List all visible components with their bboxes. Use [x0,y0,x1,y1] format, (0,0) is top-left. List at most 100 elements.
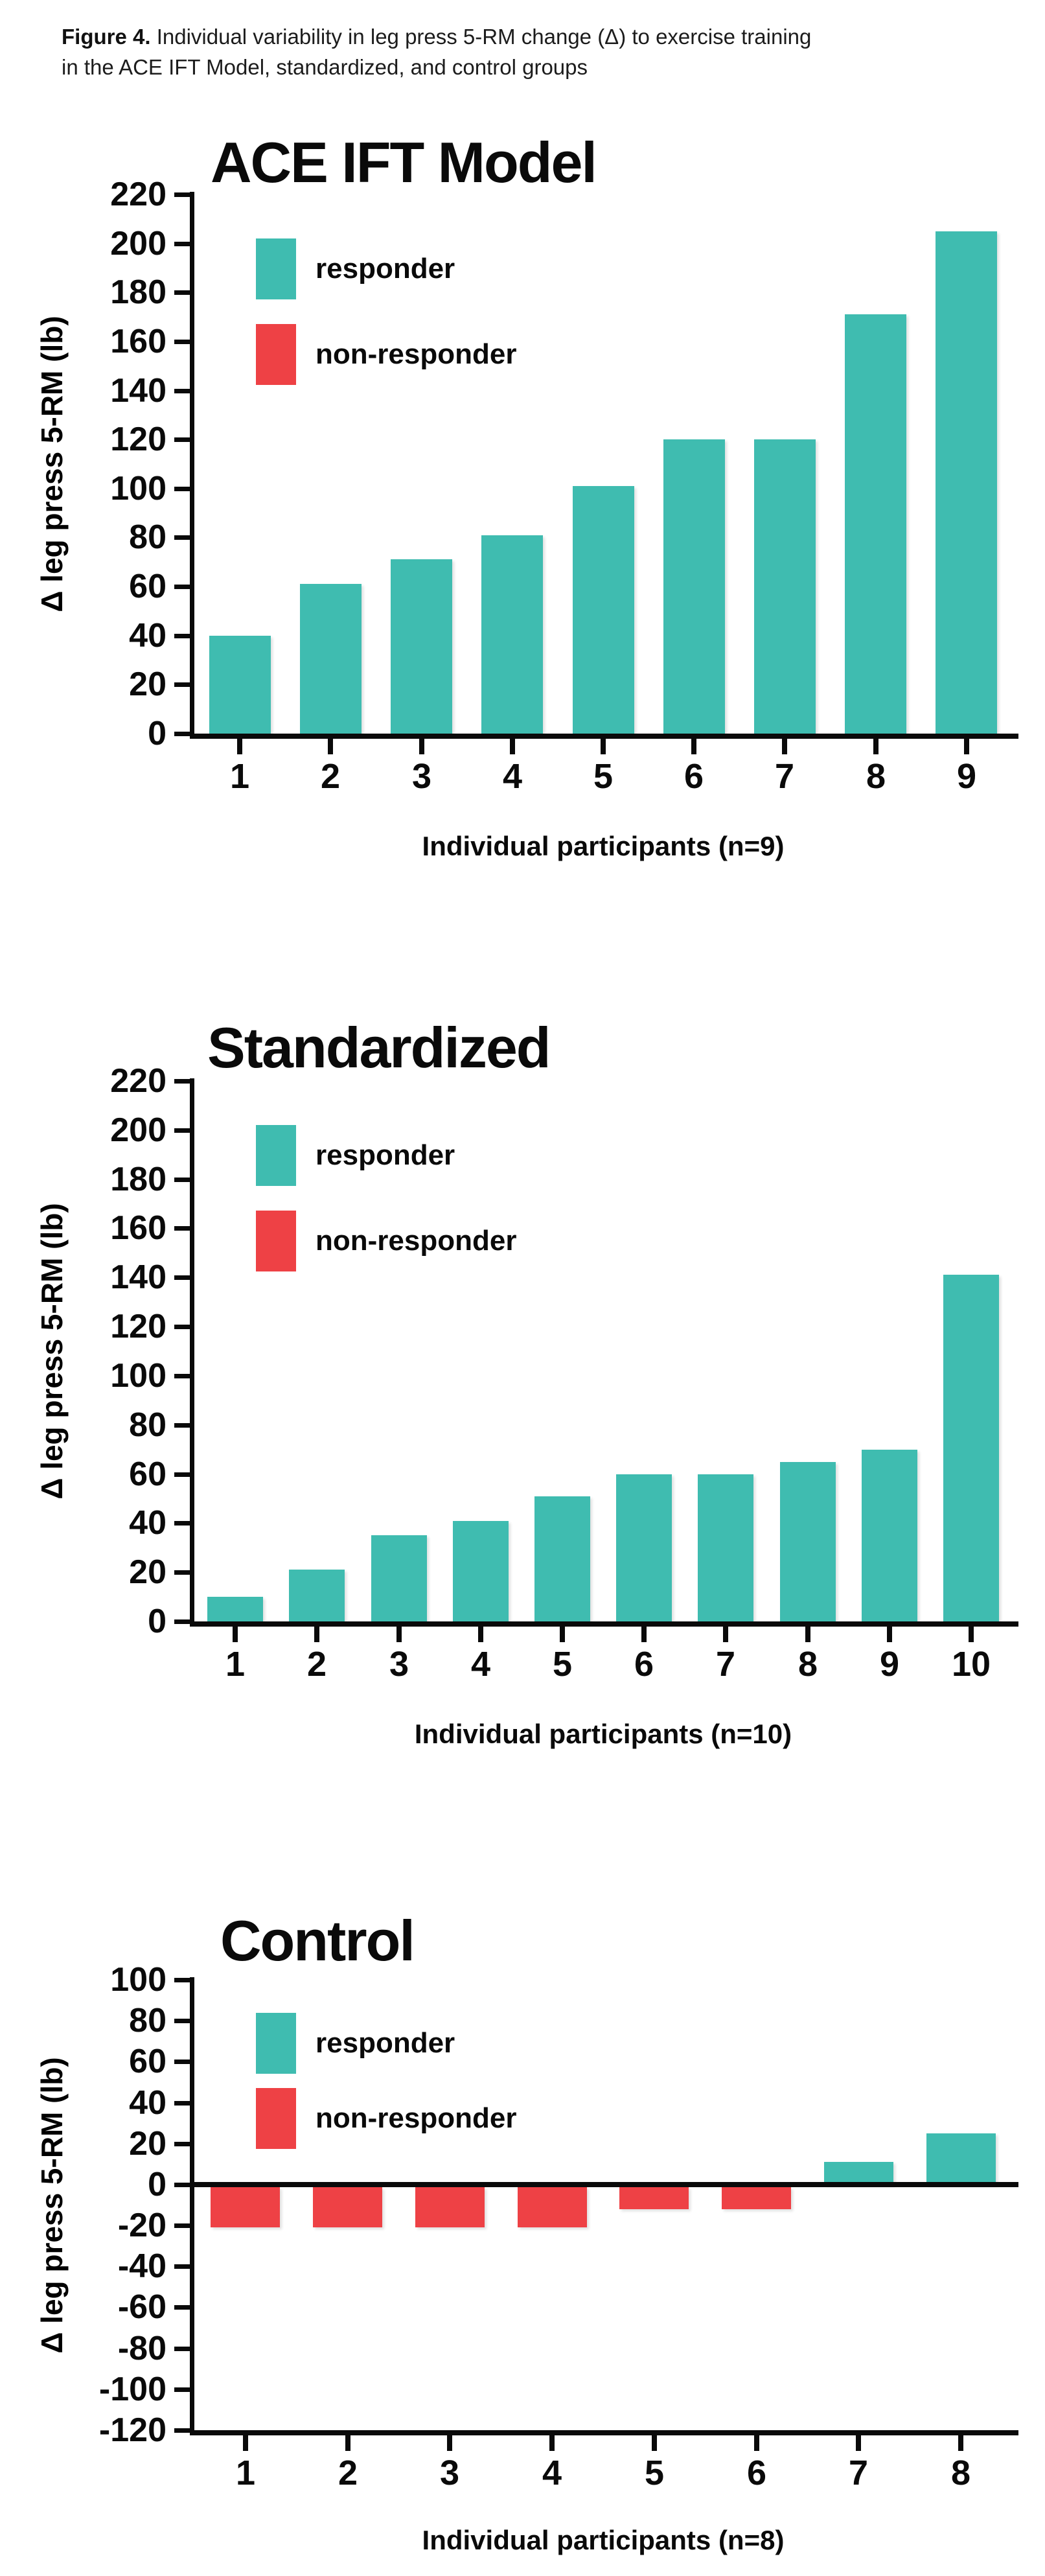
x-tick-label: 5 [593,757,614,796]
x-tick [233,1627,238,1642]
bar-participant-2 [300,584,362,734]
y-tick [174,682,190,688]
x-tick [641,1627,647,1642]
y-tick [174,1373,190,1378]
y-tick [174,1079,190,1084]
bar-participant-8 [780,1462,836,1621]
y-tick-label: 200 [110,1111,167,1149]
y-tick [174,585,190,590]
x-tick [805,1627,810,1642]
y-tick-label: 0 [148,1603,167,1640]
x-tick [887,1627,892,1642]
x-tick [723,1627,728,1642]
x-tick-label: 10 [951,1645,991,1684]
bar-participant-7 [824,2162,893,2185]
x-tick [447,2435,452,2451]
legend-label: responder [316,1139,455,1171]
legend-label: non-responder [316,2102,517,2134]
y-tick-label: 60 [129,1455,167,1493]
plot-area: responder non-responder [194,1081,1012,1621]
x-tick [754,2435,759,2451]
x-tick-label: 5 [644,2454,665,2492]
responder-swatch [256,2013,296,2074]
y-tick-label: -40 [117,2247,167,2286]
y-tick-label: 120 [110,1308,167,1346]
y-tick [174,290,190,296]
y-tick [174,2060,190,2065]
y-tick [174,339,190,344]
x-tick [691,739,696,754]
y-tick-label: 0 [148,715,167,752]
bar-participant-7 [754,439,816,734]
x-tick [782,739,787,754]
x-tick-label: 2 [338,2454,358,2492]
x-tick-label: 9 [956,757,977,796]
bar-participant-9 [936,231,997,734]
y-axis-line [190,1977,194,2430]
legend-label: non-responder [316,1225,517,1257]
y-tick [174,2387,190,2392]
x-tick [510,739,515,754]
y-tick [174,633,190,638]
x-tick [549,2435,555,2451]
x-tick [964,739,969,754]
y-tick [174,1422,190,1428]
y-tick-label: 20 [129,666,167,704]
x-tick [601,739,606,754]
x-tick-label: 2 [320,757,341,796]
x-tick [419,739,424,754]
x-tick-label: 9 [879,1645,900,1684]
bar-participant-8 [926,2133,996,2185]
x-tick-label: 6 [746,2454,767,2492]
x-tick-label: 8 [866,757,886,796]
y-tick [174,535,190,540]
x-tick [969,1627,974,1642]
non-responder-swatch [256,2088,296,2149]
y-tick-label: 220 [110,1062,167,1100]
y-tick [174,1325,190,1330]
y-tick-label: 160 [110,322,167,360]
x-axis-line [190,734,1018,739]
y-tick-label: -60 [117,2288,167,2327]
bar-participant-3 [415,2187,485,2227]
x-tick [856,2435,861,2451]
zero-baseline [190,2181,1018,2187]
y-tick [174,2182,190,2187]
y-tick-label: 20 [129,2124,167,2163]
x-tick-label: 5 [552,1645,573,1684]
responder-swatch [256,1125,296,1186]
legend-label: non-responder [316,338,517,370]
legend-item-responder: responder [256,1125,516,1186]
x-tick-label: 7 [848,2454,869,2492]
bar-participant-3 [391,559,452,734]
y-tick [174,2346,190,2351]
y-tick [174,1275,190,1281]
y-tick-label: 40 [129,2083,167,2122]
y-axis-line [190,192,194,734]
bar-participant-2 [289,1570,345,1621]
bar-participant-1 [209,636,271,734]
y-tick [174,437,190,443]
x-tick [958,2435,963,2451]
y-tick-label: 120 [110,421,167,459]
responder-swatch [256,238,296,299]
bar-participant-2 [313,2187,382,2227]
y-tick-label: 80 [129,2002,167,2040]
y-axis-line [190,1078,194,1621]
y-tick-label: 140 [110,1259,167,1297]
x-axis-line [190,2430,1018,2435]
y-tick [174,1521,190,1526]
x-tick [396,1627,402,1642]
y-tick-label: 0 [148,2165,167,2203]
bar-participant-3 [371,1535,427,1621]
y-tick [174,2428,190,2433]
y-tick [174,486,190,491]
x-tick-label: 4 [502,757,523,796]
y-tick [174,1472,190,1477]
chart-title: Standardized [207,1015,551,1080]
legend: responder non-responder [256,2013,516,2149]
y-tick [174,1226,190,1231]
y-tick [174,1570,190,1575]
y-tick [174,192,190,197]
y-tick-label: 100 [110,469,167,507]
